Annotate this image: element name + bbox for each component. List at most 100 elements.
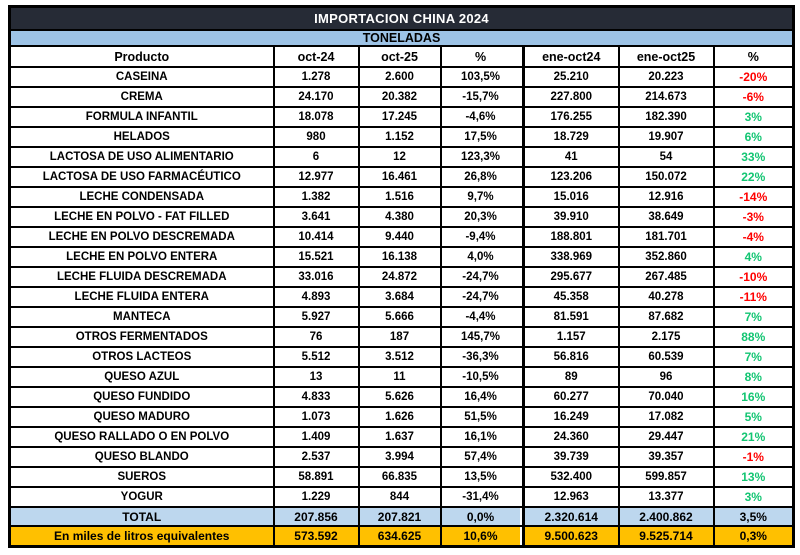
eneoct25-value-cell: 96: [617, 366, 715, 388]
ytd-pct-change-cell: 4%: [712, 246, 795, 268]
table-row: CASEINA 1.278 2.600 103,5% 25.210 20.223…: [8, 66, 795, 88]
eneoct25-value-cell: 150.072: [617, 166, 715, 188]
monthly-pct-cell: 145,7%: [439, 326, 520, 348]
product-cell: OTROS LACTEOS: [8, 346, 275, 368]
equivalents-oct24: 573.592: [272, 525, 360, 548]
table-row: LECHE FLUIDA DESCREMADA 33.016 24.872 -2…: [8, 266, 795, 288]
oct24-value-cell: 10.414: [272, 226, 360, 248]
monthly-pct-cell: -10,5%: [439, 366, 520, 388]
column-spacer: [519, 106, 525, 128]
monthly-pct-cell: 57,4%: [439, 446, 520, 468]
ytd-pct-change-cell: 21%: [712, 426, 795, 448]
column-header-row: Producto oct-24 oct-25 % ene-oct24 ene-o…: [8, 45, 795, 68]
oct25-value-cell: 1.637: [357, 426, 442, 448]
column-header-oct25: oct-25: [357, 45, 442, 68]
ytd-pct-change-cell: 5%: [712, 406, 795, 428]
eneoct25-value-cell: 599.857: [617, 466, 715, 488]
eneoct24-value-cell: 89: [522, 366, 620, 388]
equivalents-oct25: 634.625: [357, 525, 442, 548]
monthly-pct-cell: -31,4%: [439, 486, 520, 508]
oct24-value-cell: 4.833: [272, 386, 360, 408]
oct24-value-cell: 1.409: [272, 426, 360, 448]
oct24-value-cell: 58.891: [272, 466, 360, 488]
eneoct25-value-cell: 40.278: [617, 286, 715, 308]
equivalents-row: En miles de litros equivalentes 573.592 …: [8, 525, 795, 548]
equivalents-eneoct25: 9.525.714: [617, 525, 715, 548]
eneoct24-value-cell: 18.729: [522, 126, 620, 148]
eneoct24-value-cell: 15.016: [522, 186, 620, 208]
table-row: QUESO FUNDIDO 4.833 5.626 16,4% 60.277 7…: [8, 386, 795, 408]
monthly-pct-cell: -24,7%: [439, 286, 520, 308]
table-row: QUESO RALLADO O EN POLVO 1.409 1.637 16,…: [8, 426, 795, 448]
ytd-pct-change-cell: 16%: [712, 386, 795, 408]
ytd-pct-change-cell: 7%: [712, 306, 795, 328]
eneoct25-value-cell: 12.916: [617, 186, 715, 208]
eneoct24-value-cell: 1.157: [522, 326, 620, 348]
product-cell: CREMA: [8, 86, 275, 108]
monthly-pct-cell: -36,3%: [439, 346, 520, 368]
eneoct25-value-cell: 70.040: [617, 386, 715, 408]
ytd-pct-change-cell: -11%: [712, 286, 795, 308]
column-spacer: [519, 226, 525, 248]
column-spacer: [519, 525, 525, 548]
table-row: OTROS FERMENTADOS 76 187 145,7% 1.157 2.…: [8, 326, 795, 348]
eneoct24-value-cell: 16.249: [522, 406, 620, 428]
product-cell: FORMULA INFANTIL: [8, 106, 275, 128]
eneoct25-value-cell: 2.175: [617, 326, 715, 348]
product-cell: QUESO BLANDO: [8, 446, 275, 468]
ytd-pct-change-cell: -14%: [712, 186, 795, 208]
eneoct24-value-cell: 338.969: [522, 246, 620, 268]
column-spacer: [519, 446, 525, 468]
oct25-value-cell: 4.380: [357, 206, 442, 228]
oct24-value-cell: 4.893: [272, 286, 360, 308]
eneoct24-value-cell: 25.210: [522, 66, 620, 88]
column-spacer: [519, 166, 525, 188]
oct25-value-cell: 3.684: [357, 286, 442, 308]
oct24-value-cell: 5.512: [272, 346, 360, 368]
oct25-value-cell: 187: [357, 326, 442, 348]
oct25-value-cell: 2.600: [357, 66, 442, 88]
table-row: SUEROS 58.891 66.835 13,5% 532.400 599.8…: [8, 466, 795, 488]
monthly-pct-cell: 17,5%: [439, 126, 520, 148]
oct24-value-cell: 2.537: [272, 446, 360, 468]
column-header-producto: Producto: [8, 45, 275, 68]
table-row: LECHE EN POLVO - FAT FILLED 3.641 4.380 …: [8, 206, 795, 228]
oct25-value-cell: 844: [357, 486, 442, 508]
oct24-value-cell: 13: [272, 366, 360, 388]
eneoct24-value-cell: 295.677: [522, 266, 620, 288]
units-subtitle: TONELADAS: [8, 29, 795, 47]
eneoct25-value-cell: 267.485: [617, 266, 715, 288]
total-eneoct24: 2.320.614: [522, 506, 620, 527]
table-row: QUESO MADURO 1.073 1.626 51,5% 16.249 17…: [8, 406, 795, 428]
oct24-value-cell: 6: [272, 146, 360, 168]
column-spacer: [519, 45, 525, 68]
table-row: OTROS LACTEOS 5.512 3.512 -36,3% 56.816 …: [8, 346, 795, 368]
ytd-pct-change-cell: 3%: [712, 106, 795, 128]
ytd-pct-change-cell: -6%: [712, 86, 795, 108]
column-spacer: [519, 426, 525, 448]
monthly-pct-cell: 4,0%: [439, 246, 520, 268]
oct25-value-cell: 12: [357, 146, 442, 168]
ytd-pct-change-cell: 13%: [712, 466, 795, 488]
oct25-value-cell: 9.440: [357, 226, 442, 248]
oct25-value-cell: 1.516: [357, 186, 442, 208]
ytd-pct-change-cell: 6%: [712, 126, 795, 148]
column-spacer: [519, 506, 525, 527]
oct24-value-cell: 1.382: [272, 186, 360, 208]
column-spacer: [519, 66, 525, 88]
product-cell: LECHE FLUIDA DESCREMADA: [8, 266, 275, 288]
ytd-pct-change-cell: 22%: [712, 166, 795, 188]
oct25-value-cell: 5.626: [357, 386, 442, 408]
eneoct25-value-cell: 13.377: [617, 486, 715, 508]
product-cell: QUESO MADURO: [8, 406, 275, 428]
column-header-oct24: oct-24: [272, 45, 360, 68]
product-cell: QUESO AZUL: [8, 366, 275, 388]
import-table: IMPORTACION CHINA 2024 TONELADAS Product…: [8, 5, 796, 548]
monthly-pct-cell: 103,5%: [439, 66, 520, 88]
product-cell: OTROS FERMENTADOS: [8, 326, 275, 348]
column-spacer: [519, 286, 525, 308]
ytd-pct-change-cell: 33%: [712, 146, 795, 168]
column-spacer: [519, 186, 525, 208]
eneoct24-value-cell: 176.255: [522, 106, 620, 128]
oct25-value-cell: 17.245: [357, 106, 442, 128]
